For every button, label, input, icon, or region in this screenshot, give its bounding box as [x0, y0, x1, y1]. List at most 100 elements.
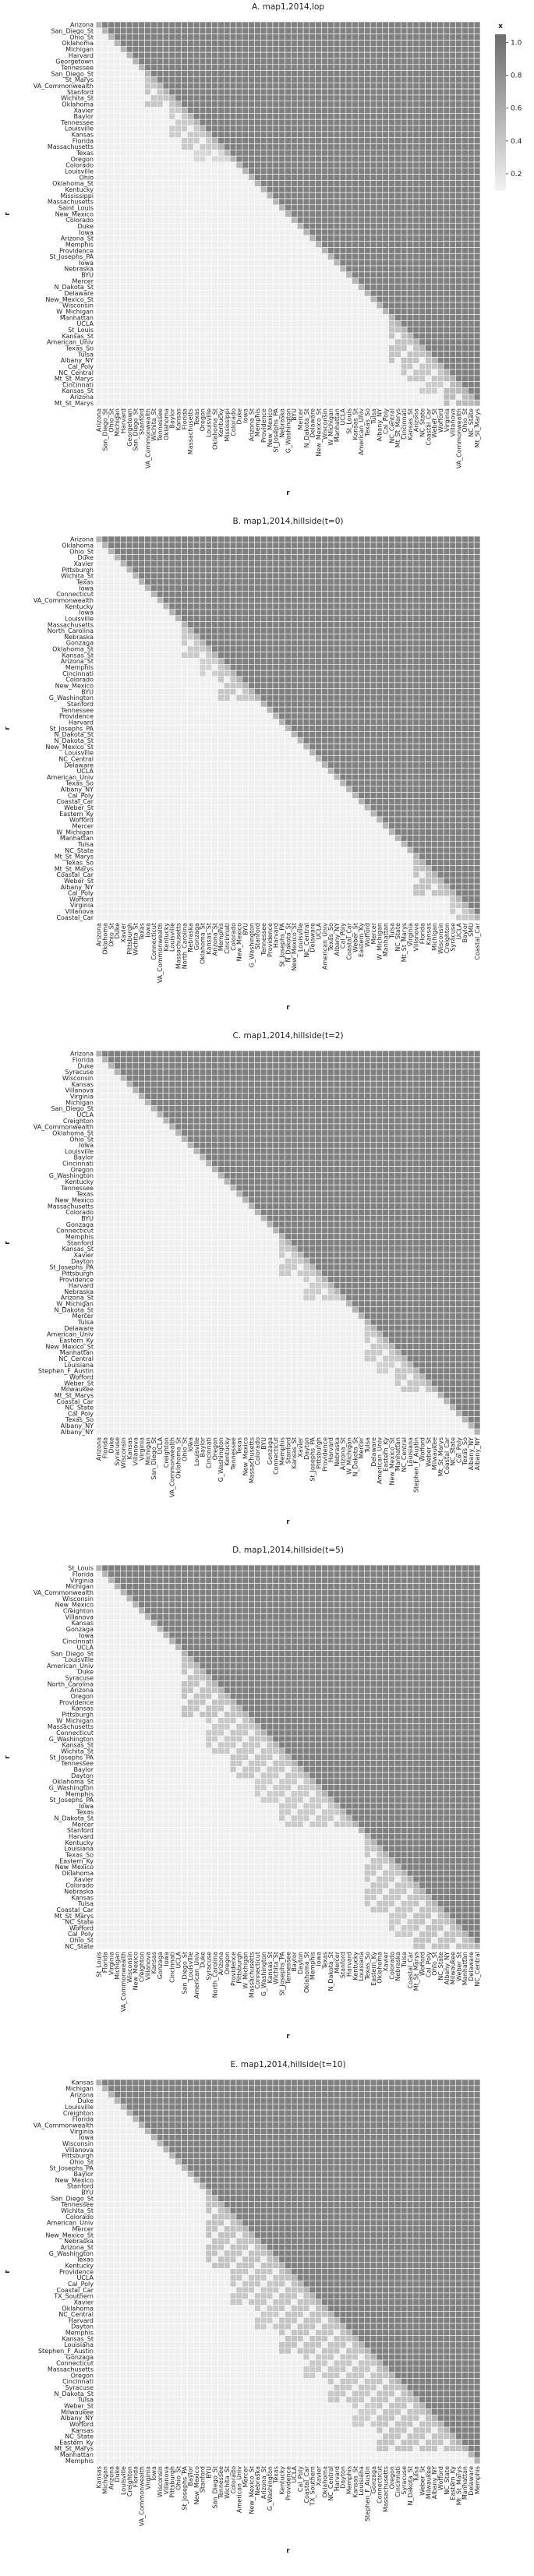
heatmap-cell	[120, 71, 126, 77]
heatmap-cell	[358, 352, 364, 358]
heatmap-cell	[96, 327, 102, 333]
heatmap-cell	[218, 193, 225, 199]
heatmap-cell	[316, 150, 322, 156]
heatmap-cell	[364, 272, 370, 278]
heatmap-cell	[322, 242, 328, 248]
heatmap-cell	[267, 369, 273, 376]
heatmap-cell	[212, 229, 218, 235]
heatmap-cell	[456, 309, 462, 315]
heatmap-cell	[169, 616, 175, 622]
heatmap-cell	[224, 95, 230, 101]
heatmap-cell	[212, 132, 218, 138]
heatmap-cell	[120, 175, 126, 181]
heatmap-cell	[303, 284, 309, 290]
heatmap-cell	[163, 339, 169, 345]
heatmap-cell	[297, 309, 303, 315]
heatmap-cell	[303, 28, 309, 34]
heatmap-cell	[377, 95, 383, 101]
heatmap-cell	[126, 610, 133, 616]
heatmap-cell	[114, 229, 120, 235]
heatmap-cell	[187, 253, 193, 260]
heatmap-cell	[407, 352, 413, 358]
heatmap-cell	[96, 549, 102, 555]
heatmap-cell	[370, 52, 377, 58]
heatmap-cell	[260, 573, 267, 579]
heatmap-cell	[358, 369, 364, 376]
heatmap-cell	[267, 616, 273, 622]
heatmap-cell	[212, 357, 218, 363]
heatmap-cell	[206, 610, 212, 616]
heatmap-cell	[175, 95, 182, 101]
heatmap-cell	[444, 235, 450, 242]
heatmap-cell	[150, 616, 157, 622]
heatmap-cell	[260, 296, 267, 302]
heatmap-cell	[316, 76, 322, 83]
heatmap-cell	[163, 554, 169, 560]
heatmap-cell	[267, 34, 273, 41]
heatmap-cell	[450, 567, 456, 573]
heatmap-cell	[169, 382, 175, 388]
heatmap-cell	[358, 199, 364, 205]
heatmap-cell	[260, 345, 267, 352]
heatmap-cell	[254, 22, 260, 28]
heatmap-cell	[303, 394, 309, 400]
heatmap-cell	[236, 229, 242, 235]
heatmap-cell	[273, 95, 279, 101]
heatmap-cell	[102, 119, 108, 125]
heatmap-cell	[358, 536, 364, 542]
heatmap-cell	[426, 138, 432, 144]
heatmap-cell	[444, 327, 450, 333]
heatmap-cell	[297, 296, 303, 302]
heatmap-cell	[474, 290, 480, 296]
heatmap-cell	[316, 71, 322, 77]
heatmap-cell	[322, 65, 328, 71]
heatmap-cell	[279, 296, 285, 302]
heatmap-cell	[224, 339, 230, 345]
heatmap-cell	[212, 266, 218, 272]
heatmap-cell	[157, 585, 163, 592]
heatmap-cell	[285, 357, 292, 363]
heatmap-cell	[150, 46, 157, 52]
heatmap-cell	[426, 352, 432, 358]
heatmap-cell	[358, 327, 364, 333]
heatmap-cell	[316, 156, 322, 162]
heatmap-cell	[133, 296, 139, 302]
heatmap-cell	[260, 309, 267, 315]
heatmap-cell	[394, 339, 401, 345]
heatmap-cell	[303, 205, 309, 211]
heatmap-cell	[364, 28, 370, 34]
heatmap-cell	[383, 345, 389, 352]
heatmap-cell	[126, 382, 133, 388]
heatmap-cell	[316, 352, 322, 358]
heatmap-cell	[389, 536, 395, 542]
heatmap-cell	[352, 205, 359, 211]
heatmap-cell	[236, 40, 242, 46]
heatmap-cell	[267, 272, 273, 278]
heatmap-cell	[437, 610, 444, 616]
heatmap-cell	[444, 248, 450, 254]
heatmap-cell	[120, 150, 126, 156]
heatmap-cell	[352, 382, 359, 388]
heatmap-cell	[230, 369, 236, 376]
heatmap-cell	[462, 40, 469, 46]
heatmap-cell	[218, 199, 225, 205]
heatmap-cell	[413, 40, 419, 46]
heatmap-cell	[456, 542, 462, 549]
heatmap-cell	[187, 610, 193, 616]
heatmap-cell	[401, 83, 407, 89]
heatmap-cell	[474, 138, 480, 144]
heatmap-cell	[419, 22, 426, 28]
heatmap-cell	[150, 542, 157, 549]
heatmap-cell	[407, 40, 413, 46]
heatmap-cell	[327, 235, 334, 242]
heatmap-cell	[200, 278, 206, 284]
heatmap-cell	[108, 369, 115, 376]
heatmap-cell	[327, 315, 334, 321]
heatmap-cell	[236, 296, 242, 302]
heatmap-cell	[322, 278, 328, 284]
heatmap-cell	[169, 309, 175, 315]
heatmap-cell	[230, 132, 236, 138]
heatmap-cell	[426, 266, 432, 272]
heatmap-cell	[431, 58, 437, 65]
heatmap-cell	[96, 591, 102, 597]
